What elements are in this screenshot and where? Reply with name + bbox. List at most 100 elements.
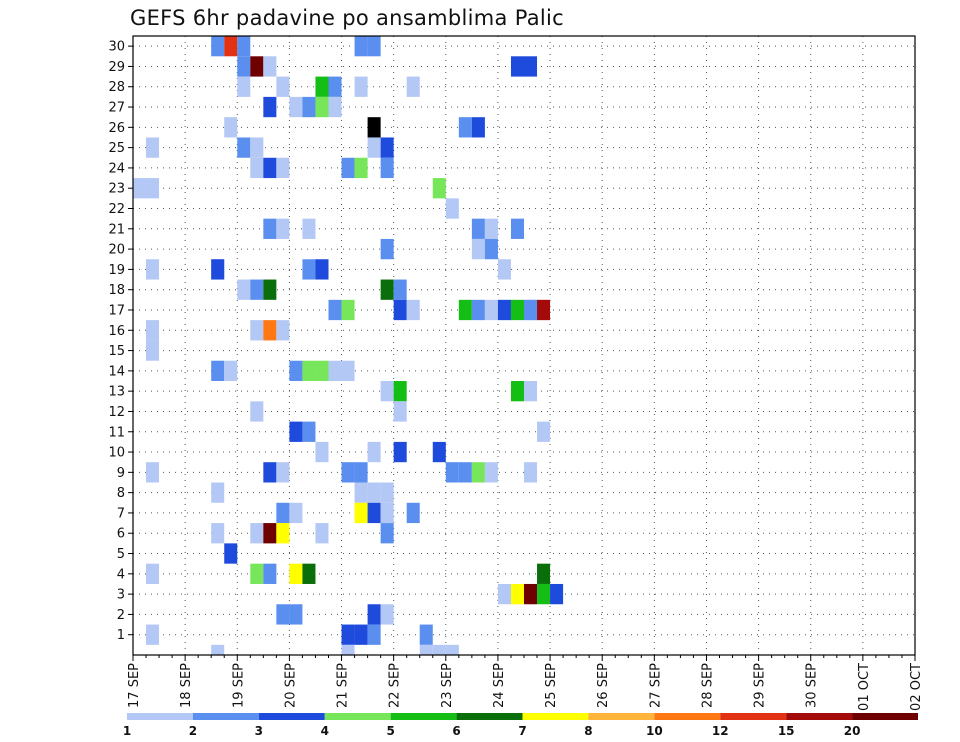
heatmap-cell bbox=[328, 96, 342, 118]
heatmap-cell bbox=[250, 56, 264, 77]
heatmap-cell bbox=[289, 563, 303, 584]
heatmap-cell bbox=[250, 320, 264, 341]
heatmap-cell bbox=[380, 502, 394, 524]
x-tick-label: 18 SEP bbox=[179, 663, 194, 708]
y-tick-label: 26 bbox=[108, 121, 125, 136]
y-tick-label: 17 bbox=[108, 303, 125, 318]
legend-swatch bbox=[324, 713, 391, 720]
heatmap-cell bbox=[524, 381, 538, 402]
heatmap-cell bbox=[419, 644, 433, 655]
heatmap-cell bbox=[341, 360, 355, 382]
heatmap-cell bbox=[341, 462, 355, 483]
heatmap-cell bbox=[263, 96, 277, 118]
heatmap-cell bbox=[211, 644, 225, 655]
legend-label: 8 bbox=[584, 724, 592, 738]
y-tick-label: 27 bbox=[108, 101, 125, 116]
heatmap-cell bbox=[302, 218, 316, 239]
heatmap-cell bbox=[289, 502, 303, 524]
heatmap-cell bbox=[211, 36, 225, 57]
heatmap-cell bbox=[380, 604, 394, 625]
heatmap-cell bbox=[484, 462, 498, 483]
y-tick-label: 22 bbox=[108, 202, 125, 217]
heatmap-cell bbox=[497, 259, 511, 280]
heatmap-cell bbox=[250, 157, 264, 179]
heatmap-cell bbox=[380, 137, 394, 158]
heatmap-cell bbox=[263, 56, 277, 77]
legend-swatch bbox=[588, 713, 655, 720]
heatmap-cell bbox=[524, 462, 538, 483]
y-tick-label: 14 bbox=[108, 364, 125, 379]
y-tick-label: 12 bbox=[108, 405, 125, 420]
heatmap-cell bbox=[263, 218, 277, 239]
x-tick-label: 02 OCT bbox=[909, 663, 924, 711]
heatmap-cell bbox=[263, 462, 277, 483]
x-tick-label: 25 SEP bbox=[544, 663, 559, 708]
heatmap-cell bbox=[263, 523, 277, 544]
heatmap-cell bbox=[328, 299, 342, 321]
heatmap-cell bbox=[354, 36, 368, 57]
heatmap-cell bbox=[380, 523, 394, 544]
heatmap-cell bbox=[211, 482, 225, 503]
heatmap-cell bbox=[524, 583, 538, 605]
heatmap-cell bbox=[315, 76, 329, 97]
heatmap-cell bbox=[393, 401, 407, 422]
heatmap-cell bbox=[432, 644, 446, 655]
heatmap-cell bbox=[354, 482, 368, 503]
heatmap-cell bbox=[224, 36, 238, 57]
heatmap-cell bbox=[224, 543, 238, 564]
y-tick-label: 28 bbox=[108, 80, 125, 95]
x-tick-label: 24 SEP bbox=[492, 663, 507, 708]
heatmap-cell bbox=[328, 76, 342, 97]
heatmap-cell bbox=[237, 36, 251, 57]
heatmap-cell bbox=[550, 583, 564, 605]
y-tick-label: 19 bbox=[108, 263, 125, 278]
heatmap-cell bbox=[406, 76, 420, 97]
heatmap-cell bbox=[211, 360, 225, 382]
heatmap-cell bbox=[380, 238, 394, 260]
heatmap-cell bbox=[458, 462, 472, 483]
heatmap-cell bbox=[211, 259, 225, 280]
chart-title: GEFS 6hr padavine po ansamblima Palic bbox=[130, 6, 565, 30]
heatmap-cell bbox=[250, 137, 264, 158]
heatmap-cell bbox=[537, 583, 551, 605]
heatmap-cell bbox=[328, 360, 342, 382]
heatmap-cell bbox=[406, 502, 420, 524]
legend-label: 2 bbox=[189, 724, 197, 738]
legend-label: 7 bbox=[518, 724, 526, 738]
heatmap-cell bbox=[367, 137, 381, 158]
heatmap-cell bbox=[367, 604, 381, 625]
x-tick-label: 27 SEP bbox=[648, 663, 663, 708]
heatmap-cell bbox=[302, 421, 316, 442]
y-tick-label: 9 bbox=[117, 466, 125, 481]
heatmap-cell bbox=[315, 523, 329, 544]
plot-frame bbox=[132, 35, 916, 656]
y-tick-label: 13 bbox=[108, 385, 125, 400]
legend-swatch bbox=[127, 713, 193, 720]
x-tick-label: 29 SEP bbox=[753, 663, 768, 708]
heatmap-cell bbox=[380, 279, 394, 300]
y-tick-label: 16 bbox=[108, 324, 125, 339]
heatmap-cell bbox=[537, 299, 551, 321]
heatmap-cell bbox=[471, 462, 485, 483]
heatmap-cell bbox=[354, 76, 368, 97]
heatmap-cell bbox=[354, 462, 368, 483]
heatmap-cell bbox=[237, 76, 251, 97]
y-tick-label: 18 bbox=[108, 283, 125, 298]
heatmap-cell bbox=[289, 421, 303, 442]
heatmap-cell bbox=[471, 117, 485, 138]
heatmap-cell bbox=[367, 502, 381, 524]
heatmap-cell bbox=[302, 360, 316, 382]
heatmap-cell bbox=[146, 462, 160, 483]
heatmap-cell bbox=[393, 441, 407, 463]
heatmap-cell bbox=[276, 218, 290, 239]
legend-label: 1 bbox=[123, 724, 131, 738]
heatmap-cell bbox=[367, 117, 381, 138]
heatmap-cell bbox=[471, 218, 485, 239]
heatmap-cell bbox=[524, 56, 538, 77]
heatmap-cell bbox=[263, 320, 277, 341]
heatmap-cell bbox=[510, 56, 524, 77]
heatmap-cell bbox=[484, 238, 498, 260]
legend-label: 6 bbox=[452, 724, 460, 738]
heatmap-cell bbox=[315, 441, 329, 463]
legend-label: 15 bbox=[778, 724, 795, 738]
